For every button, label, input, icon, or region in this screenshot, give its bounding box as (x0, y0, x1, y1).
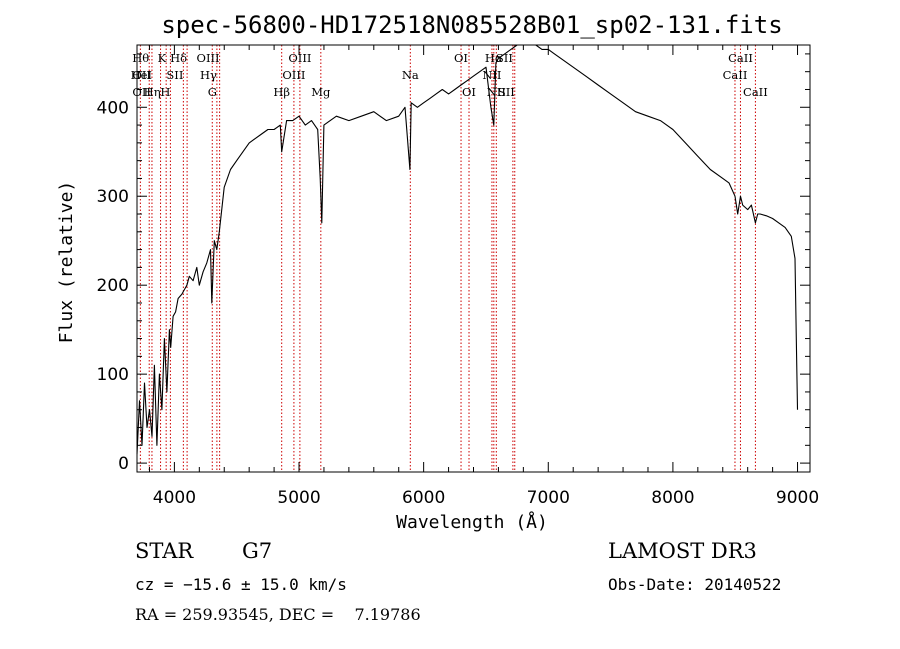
line-label: OIII (282, 68, 305, 82)
spectrum-line (136, 44, 799, 455)
line-label: CaII (728, 51, 753, 65)
x-tick-label: 6000 (402, 488, 445, 508)
spectral-line-labels: OII OII Hθ HeI Hη K H SII Hδ G Hγ OIII Hβ OIII OIII Mg N… (131, 51, 768, 99)
x-tick-label: 7000 (527, 488, 570, 508)
line-label: OII (132, 85, 151, 99)
line-label: Mg (311, 85, 331, 99)
object-class: STAR (135, 539, 194, 563)
x-tick-label: 9000 (776, 488, 819, 508)
redshift-text: cz = −15.6 ± 15.0 km/s (135, 575, 347, 594)
line-label: CaII (743, 85, 768, 99)
y-tick-label: 100 (97, 365, 129, 385)
y-tick-label: 200 (97, 276, 129, 296)
line-label: G (208, 85, 217, 99)
line-label: OIII (197, 51, 220, 65)
object-subclass: G7 (242, 539, 272, 563)
axes: 4000 5000 6000 7000 8000 9000 0 100 200 300 400 (97, 44, 819, 508)
spectrum-series (136, 44, 799, 455)
line-label: OII (132, 68, 151, 82)
line-label: Hβ (273, 85, 290, 99)
line-label: NII (482, 68, 501, 82)
line-label: SII (166, 68, 183, 82)
line-label: OI (454, 51, 468, 65)
survey-name: LAMOST DR3 (608, 539, 757, 563)
line-label: CaII (723, 68, 748, 82)
line-label: H (160, 85, 170, 99)
x-tick-label: 5000 (277, 488, 320, 508)
line-label: SII (498, 85, 515, 99)
chart-title: spec-56800-HD172518N085528B01_sp02-131.f… (161, 11, 782, 39)
line-label: NII (487, 85, 506, 99)
x-tick-label: 8000 (651, 488, 694, 508)
y-tick-label: 0 (118, 454, 129, 474)
line-label: SII (496, 51, 513, 65)
line-label: K (158, 51, 167, 65)
obs-date-text: Obs-Date: 20140522 (608, 575, 781, 594)
line-label: OI (462, 85, 476, 99)
line-label: HeI (131, 68, 152, 82)
y-axis-label: Flux (relative) (56, 181, 77, 344)
x-axis-label: Wavelength (Å) (396, 511, 548, 533)
plot-frame (136, 44, 811, 473)
line-label: Hθ (132, 51, 149, 65)
coordinates-text: RA = 259.93545, DEC = 7.19786 (135, 605, 421, 624)
line-label: Hα (485, 51, 503, 65)
line-label: Hη (144, 85, 161, 99)
line-label: Hδ (170, 51, 187, 65)
line-label: Hγ (200, 68, 217, 82)
y-tick-label: 400 (97, 98, 129, 118)
line-label: Na (402, 68, 419, 82)
line-label: OIII (288, 51, 311, 65)
x-tick-label: 4000 (153, 488, 196, 508)
y-tick-label: 300 (97, 187, 129, 207)
spectral-line-markers (139, 45, 756, 472)
